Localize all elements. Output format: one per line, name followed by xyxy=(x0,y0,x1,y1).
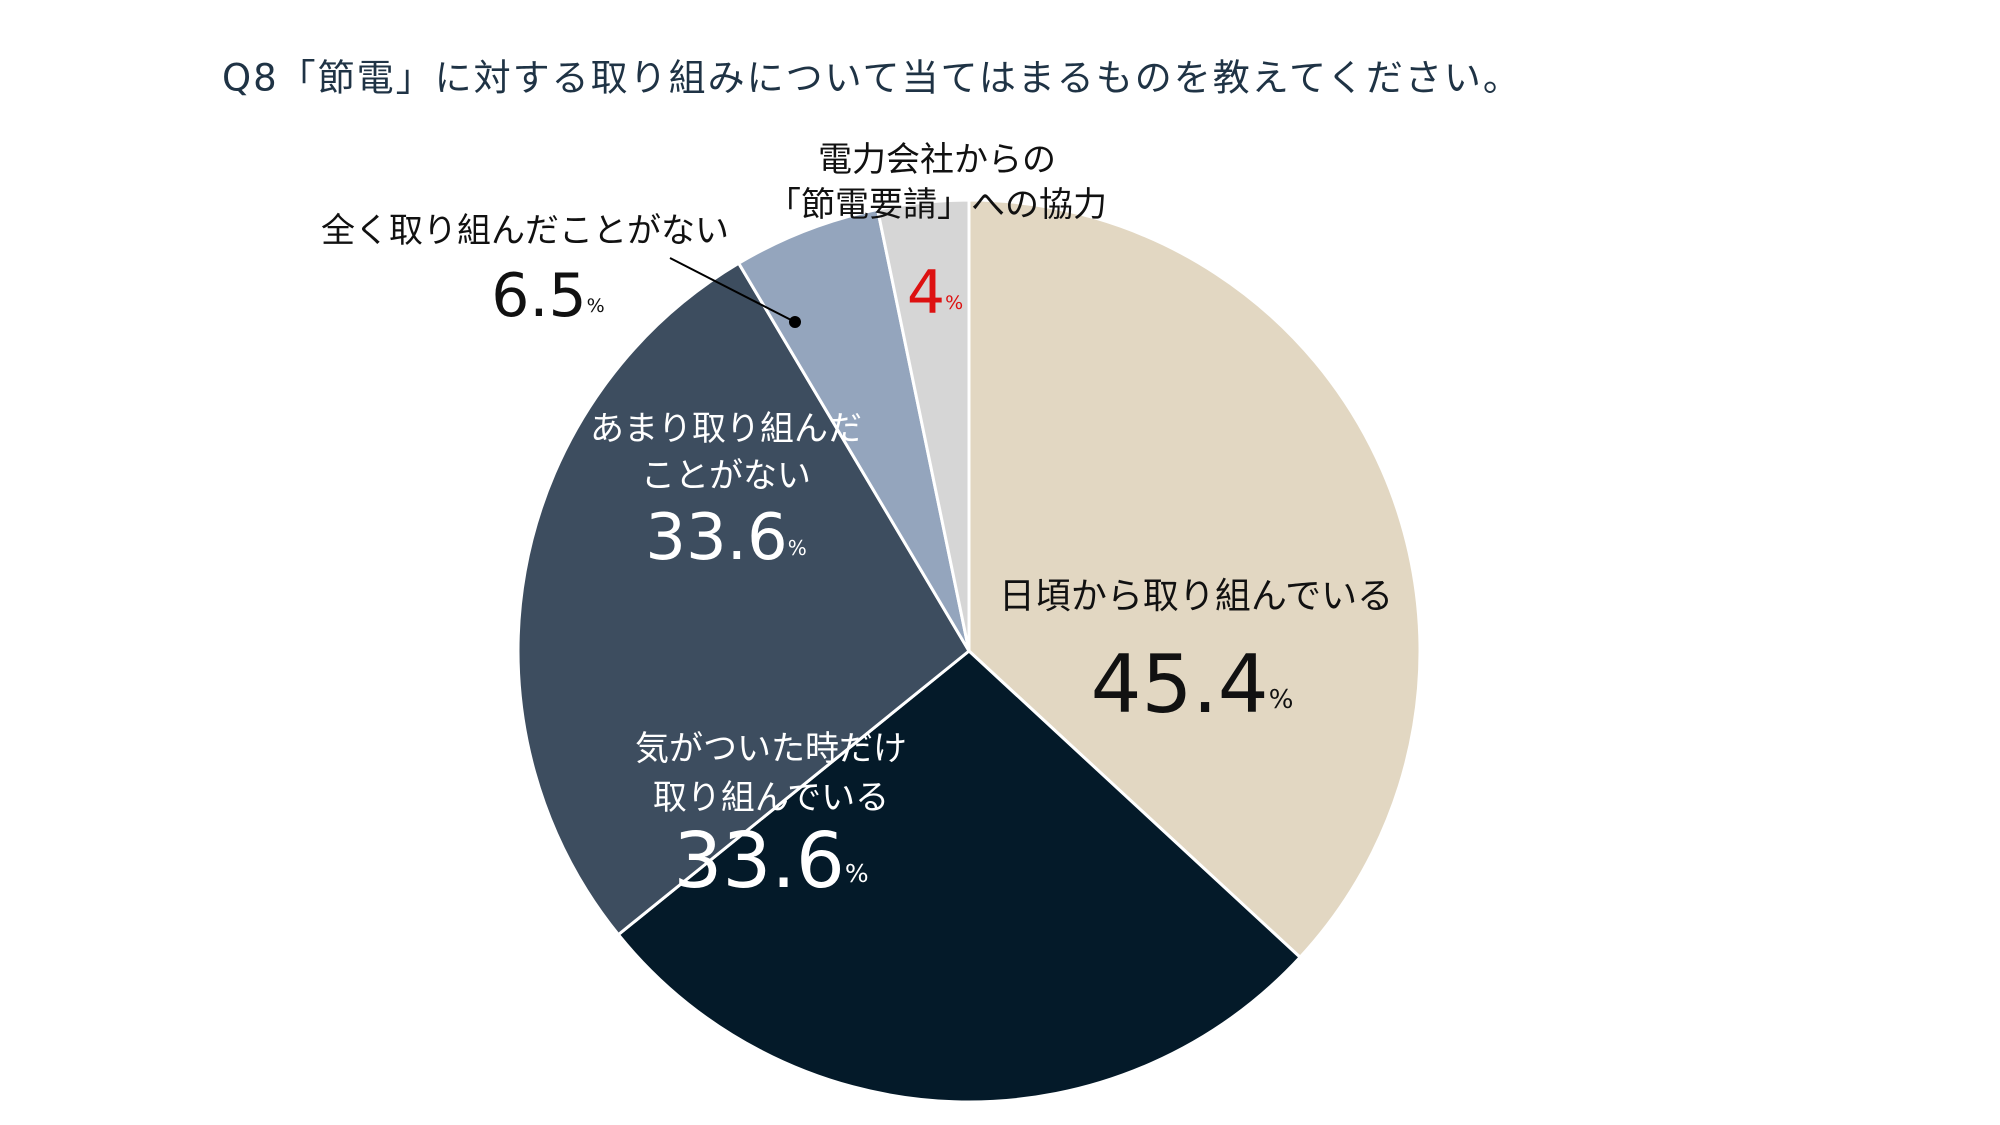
label-line: 全く取り組んだことがない xyxy=(321,211,729,251)
category-label: 全く取り組んだことがない xyxy=(321,211,729,251)
value-unit: % xyxy=(845,859,869,888)
pie xyxy=(516,198,1422,1104)
value-number: 4 xyxy=(907,258,945,328)
category-label: 電力会社からの「節電要請」への協力 xyxy=(767,140,1107,225)
value-number: 6.5 xyxy=(491,261,586,331)
category-label: 気がついた時だけ取り組んでいる xyxy=(635,729,907,818)
category-label: 日頃から取り組んでいる xyxy=(999,576,1393,617)
value-number: 33.6 xyxy=(645,501,788,575)
value-unit: % xyxy=(945,292,963,314)
value-label: 4% xyxy=(907,258,963,328)
label-line: 取り組んでいる xyxy=(653,778,889,818)
label-line: ことがない xyxy=(641,456,811,496)
value-label: 45.4% xyxy=(1091,638,1294,731)
label-line: 日頃から取り組んでいる xyxy=(999,576,1393,617)
value-unit: % xyxy=(587,295,605,317)
label-line: 気がついた時だけ xyxy=(635,729,907,769)
label-line: 電力会社からの xyxy=(818,140,1056,180)
value-number: 33.6 xyxy=(673,817,844,906)
pie-slice xyxy=(616,649,1303,1104)
pie-slice xyxy=(516,261,971,937)
value-label: 33.6% xyxy=(673,817,868,906)
value-number: 45.4 xyxy=(1091,638,1269,731)
value-label: 33.6% xyxy=(645,501,807,575)
chart-title: Q8「節電」に対する取り組みについて当てはまるものを教えてください。 xyxy=(222,57,1522,100)
label-line: あまり取り組んだ xyxy=(590,409,862,449)
category-label: あまり取り組んだことがない xyxy=(590,409,862,496)
leader-dot xyxy=(789,316,801,328)
value-unit: % xyxy=(788,536,807,560)
value-unit: % xyxy=(1269,685,1294,715)
label-line: 「節電要請」への協力 xyxy=(767,185,1107,225)
pie-slice xyxy=(967,198,1422,960)
value-label: 6.5% xyxy=(491,261,604,331)
leader-line xyxy=(669,257,796,323)
pie-slice xyxy=(875,198,971,652)
